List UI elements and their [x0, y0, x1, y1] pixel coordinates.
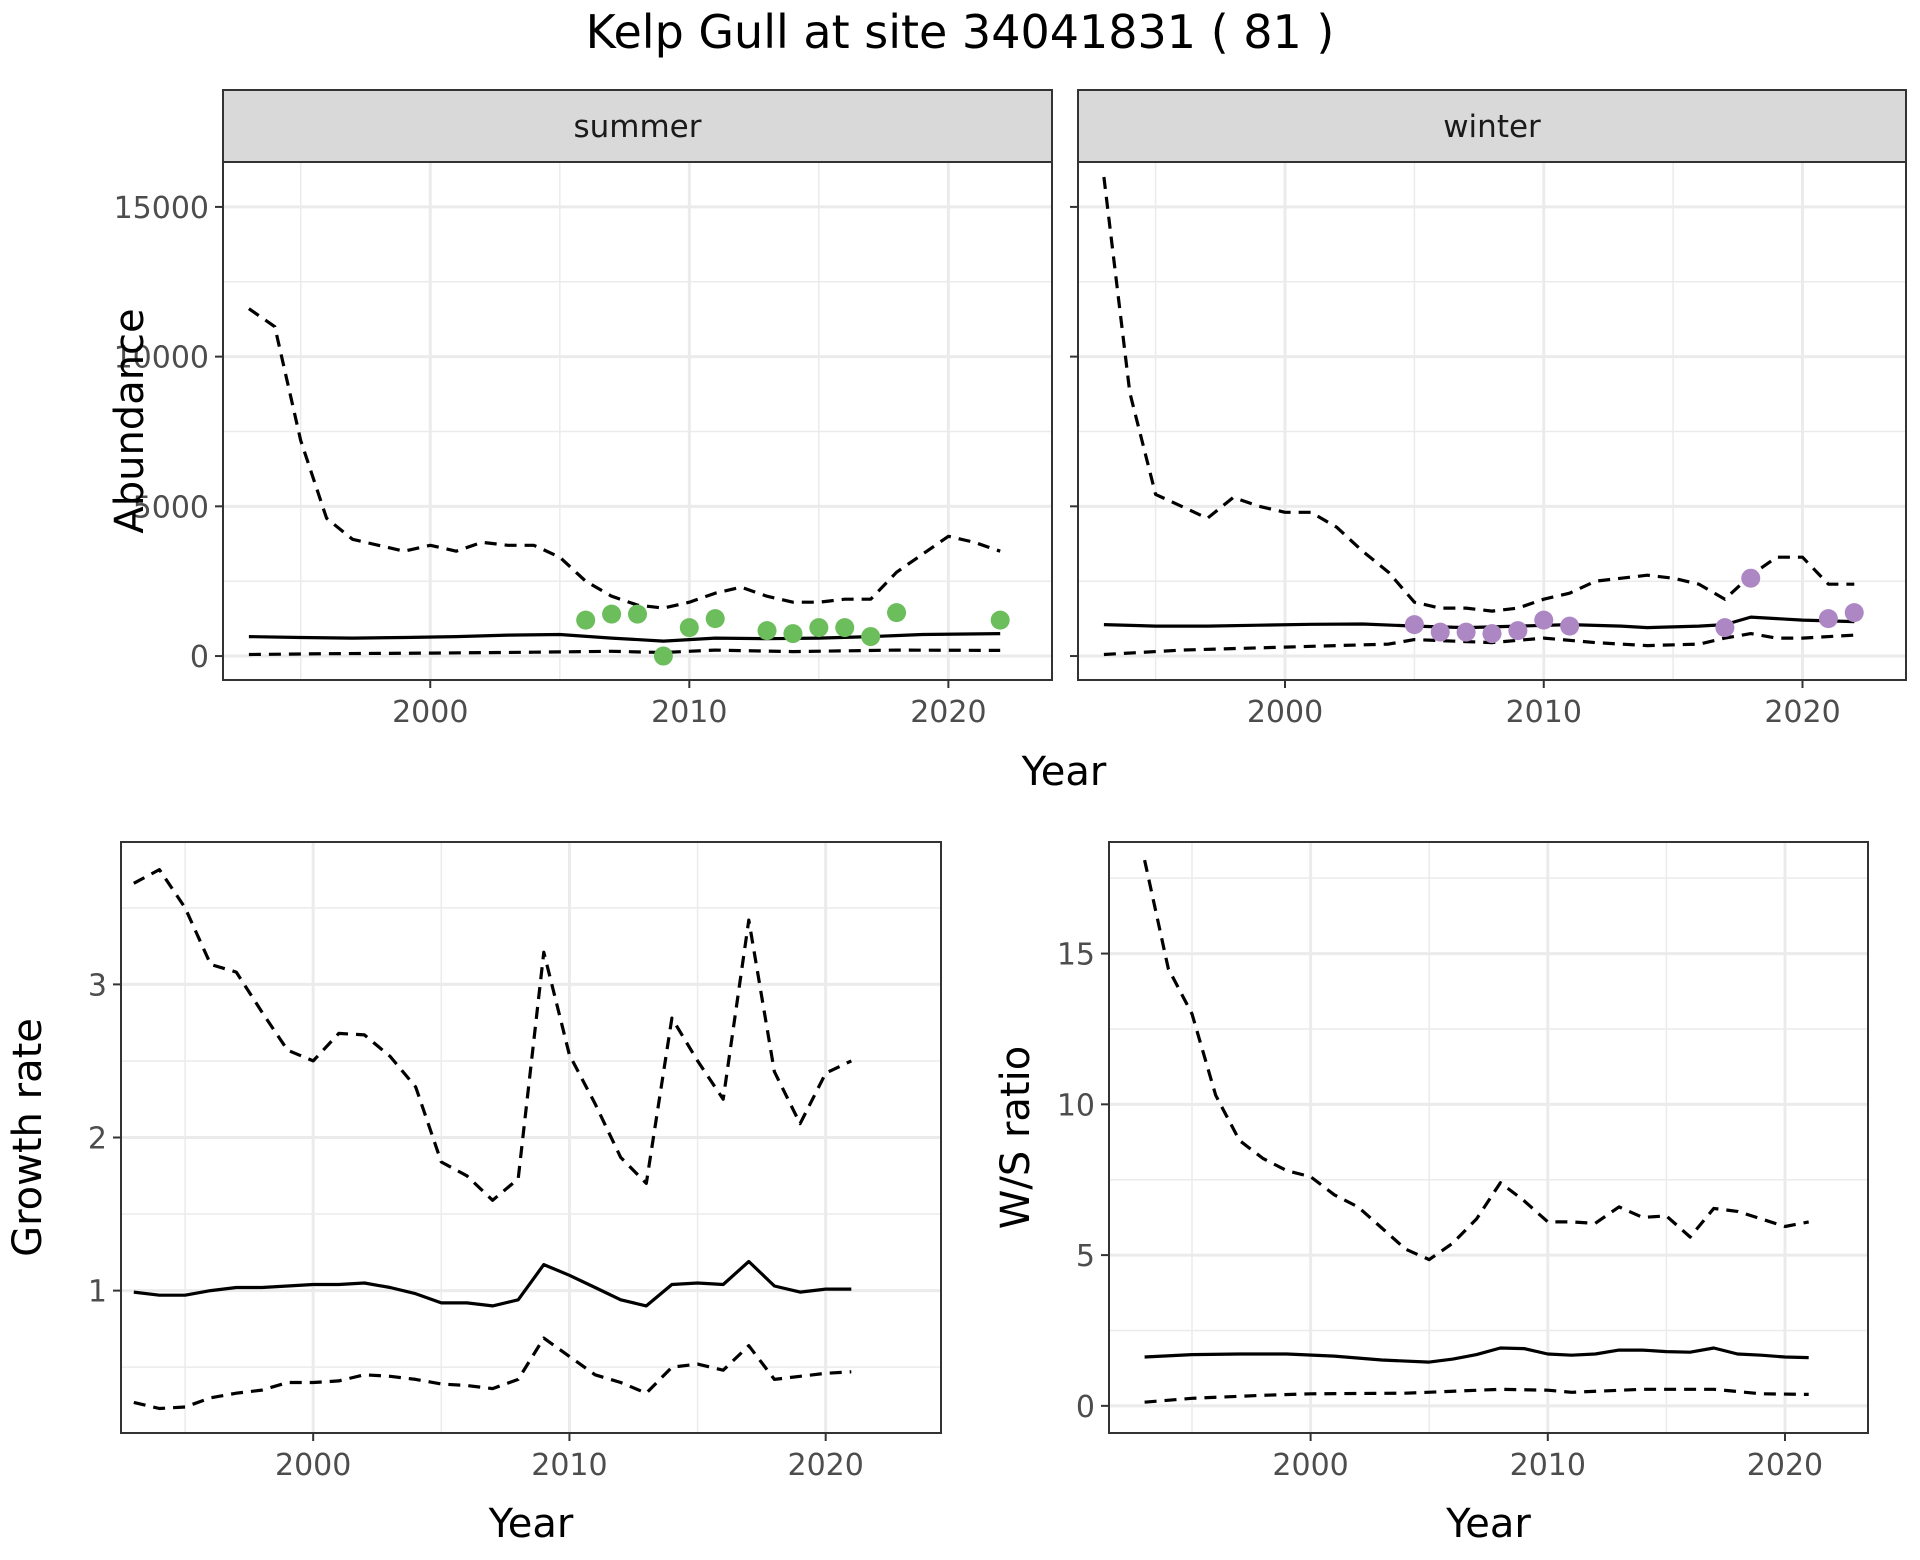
- lower-bound-line: [1144, 1387, 1809, 1404]
- data-point: [861, 627, 881, 647]
- estimate-line: [1144, 1346, 1809, 1364]
- data-point: [1430, 622, 1450, 642]
- data-point: [887, 603, 907, 623]
- facet-strip: [222, 89, 1053, 163]
- y-axis-title: W/S ratio: [993, 1046, 1039, 1229]
- data-point: [602, 604, 622, 624]
- estimate-line: [248, 632, 1001, 643]
- data-point: [1456, 622, 1476, 642]
- data-point: [1560, 616, 1580, 636]
- upper-bound-line: [247, 307, 1001, 610]
- data-point: [1404, 615, 1424, 635]
- y-tick-label: 0: [1076, 1390, 1095, 1425]
- panel-growth: 2000 2010 2020 1 2 3 Year Growth rate: [5, 841, 942, 1547]
- lower-bound-line: [133, 1336, 852, 1411]
- data-point: [705, 609, 725, 629]
- data-point: [809, 618, 829, 638]
- y-tick-label: 10000: [114, 341, 209, 376]
- x-axis-title: Year: [488, 1501, 574, 1547]
- y-tick-label: 5000: [133, 490, 209, 525]
- upper-bound-line: [133, 868, 852, 1202]
- x-tick-label: 2010: [531, 1448, 607, 1483]
- plot-background: [1078, 162, 1906, 680]
- data-point: [679, 618, 699, 638]
- x-axis-title: Year: [1021, 749, 1107, 795]
- lower-bound-line: [1103, 632, 1855, 657]
- x-tick-label: 2010: [1510, 1448, 1586, 1483]
- y-axis-title: Abundance: [107, 308, 153, 533]
- data-point: [1534, 610, 1554, 630]
- x-tick-label: 2020: [910, 695, 986, 730]
- data-point: [653, 646, 673, 666]
- x-axis-title: Year: [1445, 1501, 1531, 1547]
- panel-ratio: 2000 2010 2020 0 5 10 15 Year W/S ratio: [993, 841, 1869, 1547]
- data-point: [990, 610, 1010, 630]
- data-point: [1508, 621, 1528, 641]
- data-point: [576, 610, 596, 630]
- x-tick-label: 2020: [1747, 1448, 1823, 1483]
- y-tick-label: 2: [88, 1122, 107, 1157]
- plot-background: [1109, 842, 1868, 1433]
- data-point: [1844, 603, 1864, 623]
- x-tick-label: 2000: [392, 695, 468, 730]
- data-point: [1818, 609, 1838, 629]
- upper-bound-line: [1143, 859, 1810, 1262]
- upper-bound-line: [1102, 176, 1855, 613]
- plot-background: [223, 162, 1052, 680]
- y-tick-label: 15000: [114, 191, 209, 226]
- data-point: [1715, 618, 1735, 638]
- x-tick-label: 2000: [1247, 695, 1323, 730]
- panel-winter: winter 2000 2010 2020: [1070, 89, 1907, 730]
- y-tick-label: 10: [1057, 1088, 1095, 1123]
- data-point: [835, 618, 855, 638]
- data-point: [1741, 568, 1761, 588]
- chart-title: Kelp Gull at site 34041831 ( 81 ): [586, 5, 1335, 59]
- facet-label: summer: [573, 109, 701, 145]
- x-tick-label: 2020: [1764, 695, 1840, 730]
- x-tick-label: 2010: [651, 695, 727, 730]
- y-axis-title: Growth rate: [5, 1018, 51, 1257]
- y-tick-label: 1: [88, 1275, 107, 1310]
- facet-strip: [1077, 89, 1907, 163]
- x-tick-label: 2010: [1506, 695, 1582, 730]
- x-tick-label: 2000: [275, 1448, 351, 1483]
- facet-label: winter: [1443, 109, 1541, 145]
- data-point: [628, 604, 647, 624]
- y-tick-label: 15: [1057, 938, 1095, 973]
- panel-summer: summer 2000 2010 2020 0 5000 10000 15000 Abundan…: [107, 89, 1053, 730]
- data-point: [783, 624, 803, 644]
- lower-bound-line: [248, 648, 1001, 657]
- panel-border: [1108, 841, 1869, 1434]
- x-tick-label: 2000: [1272, 1448, 1348, 1483]
- x-tick-label: 2020: [788, 1448, 864, 1483]
- y-tick-label: 5: [1076, 1239, 1095, 1274]
- estimate-line: [133, 1259, 852, 1308]
- y-tick-label: 0: [190, 640, 209, 675]
- data-point: [1482, 624, 1502, 644]
- y-tick-label: 3: [88, 968, 107, 1003]
- data-point: [757, 621, 777, 641]
